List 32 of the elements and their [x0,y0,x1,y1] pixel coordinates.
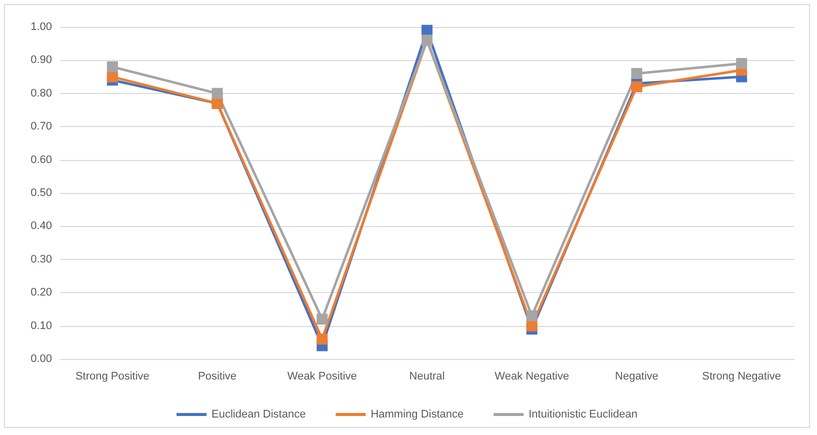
point [106,71,118,82]
y-tick-label: 0.90 [30,54,52,66]
point [316,314,328,325]
x-tick-label: Neutral [409,370,445,382]
point [212,88,223,99]
y-tick-label: 0.80 [30,87,52,100]
legend-label: Hamming Distance [370,408,464,420]
point [422,24,432,36]
point [316,334,328,345]
point [631,81,642,92]
y-tick-label: 0.60 [30,154,52,166]
y-tick-label: 1.00 [30,21,52,33]
y-tick-label: 0.20 [30,286,52,299]
x-tick-label: Strong Negative [702,370,782,382]
legend-label: Intuitionistic Euclidean [528,408,638,420]
point [526,310,538,322]
point [736,58,748,70]
x-tick-label: Negative [615,370,658,382]
x-tick-label: Weak Negative [494,370,570,382]
y-tick-label: 0.50 [30,187,52,199]
y-tick-label: 0.10 [30,320,52,332]
point [106,61,118,72]
point [631,68,642,79]
y-tick-label: 0.00 [30,353,52,365]
x-tick-label: Weak Positive [287,370,357,382]
y-tick-label: 0.70 [30,120,52,133]
y-tick-label: 0.40 [30,220,52,232]
x-tick-label: Positive [198,370,237,382]
y-tick-label: 0.30 [30,253,52,266]
point [526,320,538,332]
x-tick-label: Strong Positive [75,370,150,382]
legend-label: Euclidean Distance [212,408,306,420]
